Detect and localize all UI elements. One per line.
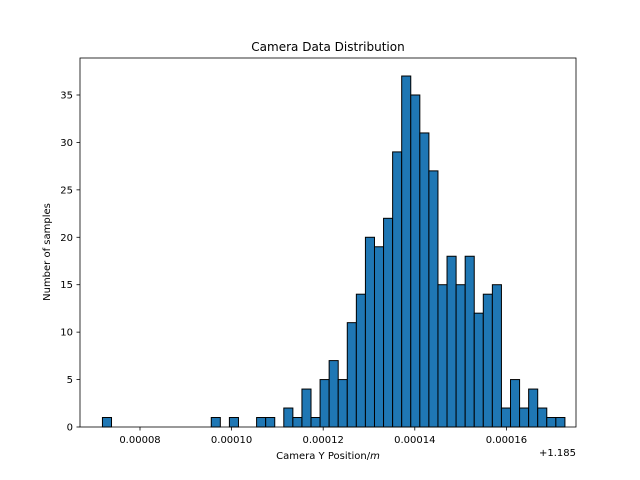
histogram-bar: [283, 407, 294, 428]
y-tick-label: 0: [67, 423, 73, 434]
x-tick-label: 0.00008: [119, 435, 160, 446]
x-axis-label-unit: m: [370, 451, 380, 462]
histogram-bar: [455, 284, 466, 428]
x-tick-label: 0.00016: [486, 435, 527, 446]
histogram-bar: [410, 94, 421, 428]
x-axis-offset-label: +1.185: [539, 448, 576, 459]
histogram-bar: [364, 236, 375, 428]
histogram-bar: [446, 255, 457, 428]
histogram-bar: [373, 246, 385, 428]
x-axis-label-text: Camera Y Position/: [276, 451, 371, 462]
x-axis-label: Camera Y Position/m: [276, 451, 380, 462]
histogram-bar: [337, 379, 348, 428]
histogram-bar: [464, 255, 475, 428]
histogram-bar: [491, 284, 502, 428]
histogram-bar: [228, 417, 239, 428]
histogram-bar: [301, 388, 312, 428]
plot-frame: [79, 57, 577, 428]
histogram-bar: [437, 284, 448, 428]
histogram-bar: [510, 379, 521, 428]
histogram-bar: [519, 407, 530, 428]
histogram-bar: [392, 151, 403, 428]
x-tick-label: 0.00010: [211, 435, 252, 446]
x-tick-label: 0.00014: [394, 435, 435, 446]
histogram-bar: [101, 417, 113, 428]
chart-title: Camera Data Distribution: [251, 40, 404, 54]
y-tick-label: 5: [67, 375, 73, 386]
histogram-bar: [328, 360, 339, 428]
x-ticks-group: 0.00008 0.00010 0.00012 0.00014 0.00016: [119, 427, 527, 446]
histogram-bar: [482, 293, 493, 428]
histogram-bar: [383, 217, 394, 428]
histogram-bar: [346, 322, 357, 428]
histogram-bar: [265, 417, 276, 428]
histogram-bar: [500, 407, 512, 428]
y-tick-label: 15: [60, 280, 73, 291]
y-tick-label: 30: [60, 138, 73, 149]
y-tick-label: 25: [60, 185, 73, 196]
histogram-bar: [419, 132, 430, 428]
histogram-bar: [256, 417, 267, 428]
histogram-bar: [537, 407, 548, 428]
histogram-bar: [210, 417, 221, 428]
histogram-bar: [546, 417, 557, 428]
x-tick-label: 0.00012: [303, 435, 344, 446]
histogram-bar: [473, 312, 484, 428]
histogram-bar: [292, 417, 303, 428]
y-ticks-group: 0 5 10 15 20 25 30 35: [60, 90, 80, 434]
histogram-bar: [310, 417, 321, 428]
histogram-bar: [428, 170, 439, 428]
histogram-bar: [401, 75, 412, 428]
y-tick-label: 10: [60, 328, 73, 339]
y-tick-label: 20: [60, 233, 73, 244]
histogram-bar: [555, 417, 566, 428]
histogram-bar: [528, 388, 539, 428]
y-axis-label: Number of samples: [42, 203, 53, 301]
histogram-bar: [319, 379, 330, 428]
y-tick-label: 35: [60, 90, 73, 101]
histogram-bar: [355, 293, 366, 428]
